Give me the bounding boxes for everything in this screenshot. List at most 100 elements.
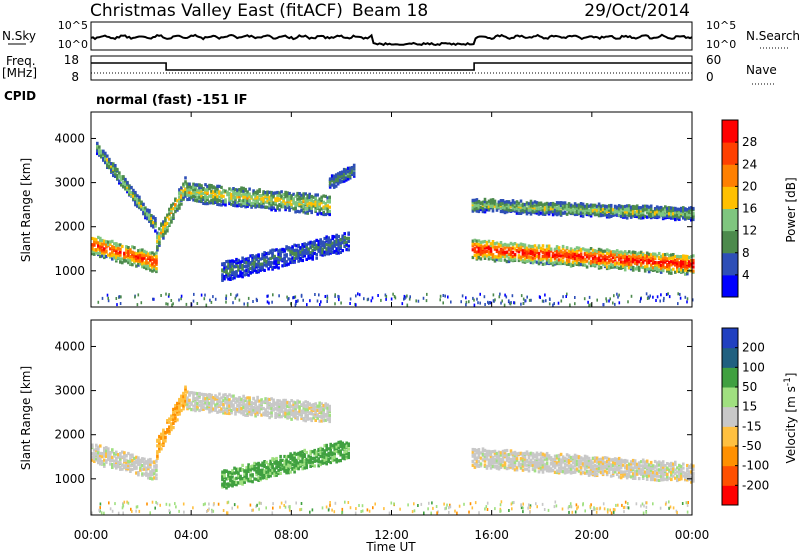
heatmap-cell [184,396,187,400]
heatmap-cell [180,186,183,190]
heatmap-cell [651,268,655,272]
heatmap-cell [287,455,290,459]
heatmap-cell [508,301,511,305]
heatmap-cell [230,292,232,296]
heatmap-cell [352,170,356,174]
heatmap-cell [587,256,591,260]
heatmap-cell [111,450,114,454]
heatmap-cell [334,294,336,298]
heatmap-cell [135,258,138,263]
heatmap-cell [649,214,653,218]
heatmap-cell [239,479,242,483]
heatmap-cell [294,194,297,198]
heatmap-cell [629,215,633,219]
heatmap-cell [533,256,537,260]
heatmap-cell [270,205,273,209]
heatmap-cell [640,297,642,301]
heatmap-cell [613,250,617,254]
heatmap-cell [607,208,611,212]
heatmap-cell [127,465,130,469]
heatmap-cell [597,206,601,210]
heatmap-cell [609,297,611,301]
heatmap-cell [145,473,148,477]
heatmap-cell [481,207,485,211]
heatmap-cell [569,256,573,260]
heatmap-cell [162,435,165,439]
heatmap-cell [332,185,336,189]
heatmap-cell [317,464,320,468]
heatmap-cell [266,190,269,194]
heatmap-cell [588,303,590,307]
date-label: 29/Oct/2014 [584,1,690,21]
heatmap-cell [304,412,307,416]
heatmap-cell [316,413,319,417]
heatmap-cell [499,254,503,259]
heatmap-cell [148,219,151,223]
heatmap-cell [118,171,121,175]
heatmap-cell [535,250,539,254]
heatmap-cell [162,229,165,233]
heatmap-cell [123,255,126,259]
heatmap-cell [190,187,193,191]
heatmap-cell [265,255,268,259]
heatmap-cell [553,253,557,257]
heatmap-cell [223,275,226,279]
heatmap-cell [244,405,247,409]
heatmap-cell [337,238,340,242]
heatmap-cell [495,255,499,259]
heatmap-cell [242,394,245,398]
heatmap-cell [259,266,262,270]
heatmap-cell [106,158,109,162]
heatmap-cell [575,208,579,213]
heatmap-cell [497,255,501,259]
heatmap-cell [659,211,663,215]
heatmap-cell [690,218,693,222]
heatmap-cell [150,224,153,228]
heatmap-cell [537,207,541,211]
heatmap-cell [485,254,489,258]
heatmap-cell [531,249,535,253]
heatmap-cell [563,201,567,205]
heatmap-cell [166,221,169,226]
heatmap-cell [267,474,270,478]
heatmap-cell [232,200,235,204]
heatmap-cell [172,415,175,419]
heatmap-cell [303,248,306,252]
heatmap-cell [577,209,581,213]
heatmap-cell [303,463,306,467]
heatmap-cell [633,205,637,209]
heatmap-cell [249,473,252,477]
heatmap-cell [99,242,102,246]
heatmap-cell [284,208,287,212]
heatmap-cell [333,239,336,243]
heatmap-cell [288,195,291,199]
heatmap-cell [629,208,633,212]
heatmap-cell [180,297,182,301]
heatmap-cell [284,398,287,402]
heatmap-cell [258,202,261,206]
heatmap-cell [294,201,297,205]
heatmap-cell [102,155,105,160]
heatmap-cell [225,294,228,298]
heatmap-cell [657,214,661,218]
heatmap-cell [591,263,595,267]
heatmap-cell [281,467,284,471]
heatmap-cell [255,470,258,474]
heatmap-cell [300,193,303,197]
heatmap-cell [249,477,252,481]
heatmap-cell [271,468,274,472]
heatmap-cell [542,299,545,303]
heatmap-cell [333,454,336,459]
heatmap-cell [176,207,179,211]
heatmap-cell [224,408,227,412]
heatmap-cell [252,401,255,406]
heatmap-cell [507,243,511,247]
heatmap-cell [95,251,98,255]
heatmap-cell [235,261,238,265]
heatmap-cell [298,400,301,404]
heatmap-cell [657,255,661,260]
heatmap-cell [258,197,261,201]
heatmap-cell [309,255,312,259]
heatmap-cell [279,253,282,257]
heatmap-cell [258,399,261,403]
